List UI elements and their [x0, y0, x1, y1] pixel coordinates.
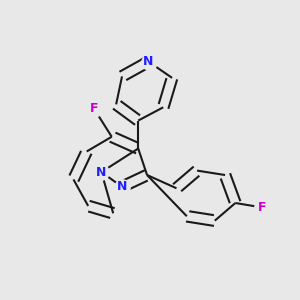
Text: N: N	[96, 166, 106, 178]
Text: F: F	[258, 201, 266, 214]
Text: F: F	[90, 102, 98, 115]
Text: N: N	[117, 180, 127, 193]
Text: N: N	[143, 55, 154, 68]
